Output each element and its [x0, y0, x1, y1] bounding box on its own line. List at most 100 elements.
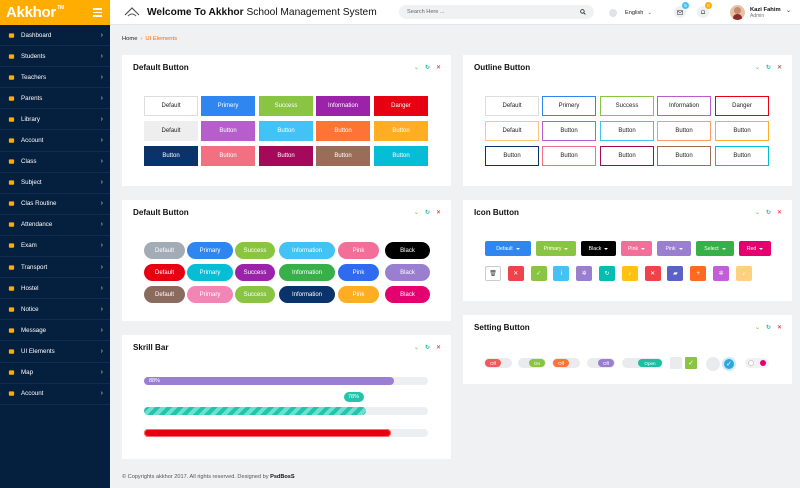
sidebar-item-attendance[interactable]: Attendance ›: [0, 215, 110, 236]
refresh-icon[interactable]: ↻: [765, 65, 771, 71]
user-menu[interactable]: Kazi Fahim Admin ⌄: [730, 0, 791, 25]
toggle-switch[interactable]: Open: [622, 358, 663, 368]
default-button[interactable]: Primery: [201, 96, 255, 116]
sidebar-item-account[interactable]: Account ›: [0, 130, 110, 152]
bell-icon-button[interactable]: ♪: [735, 266, 752, 281]
pill-button[interactable]: Success: [235, 242, 275, 259]
toggle-switch[interactable]: Off: [484, 358, 512, 368]
brand-logo[interactable]: Akkhor TM: [6, 4, 64, 21]
info-icon-button[interactable]: i: [553, 266, 570, 281]
default-button[interactable]: Button: [259, 146, 313, 166]
refresh-icon[interactable]: ↻: [424, 345, 430, 351]
pill-button[interactable]: Default: [144, 286, 185, 303]
collapse-icon[interactable]: ⌄: [754, 210, 760, 216]
pill-button[interactable]: Primary: [187, 286, 233, 303]
pill-button[interactable]: Pink: [338, 264, 379, 281]
avatar[interactable]: [730, 5, 745, 20]
close-icon-button[interactable]: ✕: [644, 266, 661, 281]
pill-button[interactable]: Black: [385, 264, 430, 281]
default-button[interactable]: Button: [144, 146, 198, 166]
default-button[interactable]: Default: [144, 96, 198, 116]
sidebar-item-library[interactable]: Library ›: [0, 109, 110, 131]
default-button[interactable]: Button: [374, 146, 428, 166]
check-icon-button[interactable]: ✓: [530, 266, 547, 281]
pill-button[interactable]: Success: [235, 286, 275, 303]
outline-button[interactable]: Button: [600, 121, 654, 141]
language-select[interactable]: English ⌄: [609, 0, 652, 25]
dropdown-button[interactable]: Primary: [536, 241, 576, 256]
pill-button[interactable]: Black: [385, 286, 430, 303]
checkbox-checked[interactable]: ✓: [685, 357, 697, 369]
dropdown-button[interactable]: Select: [696, 241, 734, 256]
sidebar-item-parents[interactable]: Parents ›: [0, 88, 110, 110]
bell-icon-button[interactable]: ♪: [621, 266, 638, 281]
outline-button[interactable]: Information: [657, 96, 711, 116]
pill-button[interactable]: Default: [144, 242, 185, 259]
search-icon[interactable]: [580, 9, 586, 15]
close-icon[interactable]: ✕: [776, 65, 782, 71]
pill-button[interactable]: Pink: [338, 242, 379, 259]
designer-link[interactable]: PsdBosS: [270, 474, 295, 480]
close-icon[interactable]: ✕: [776, 325, 782, 331]
sidebar-item-hostel[interactable]: Hostel ›: [0, 278, 110, 300]
dropdown-button[interactable]: Default: [485, 241, 531, 256]
collapse-icon[interactable]: ⌄: [413, 65, 419, 71]
toggle-switch[interactable]: Off: [552, 358, 580, 368]
default-button[interactable]: Information: [316, 96, 370, 116]
notification-button[interactable]: 8: [697, 2, 712, 18]
outline-button[interactable]: Success: [600, 96, 654, 116]
refresh-icon[interactable]: ↻: [765, 210, 771, 216]
refresh-icon[interactable]: ↻: [424, 210, 430, 216]
outline-button[interactable]: Button: [715, 121, 769, 141]
outline-button[interactable]: Danger: [715, 96, 769, 116]
default-button[interactable]: Button: [316, 146, 370, 166]
outline-button[interactable]: Default: [485, 121, 539, 141]
pill-button[interactable]: Information: [279, 242, 335, 259]
toggle-switch[interactable]: On: [518, 358, 546, 368]
default-button[interactable]: Button: [201, 121, 255, 141]
menu-toggle-icon[interactable]: [93, 8, 102, 17]
mail-button[interactable]: 5: [674, 2, 689, 18]
outline-button[interactable]: Button: [485, 146, 539, 166]
default-button[interactable]: Button: [201, 146, 255, 166]
sidebar-item-class[interactable]: Class ›: [0, 152, 110, 173]
outline-button[interactable]: Button: [542, 121, 596, 141]
default-button[interactable]: Button: [374, 121, 428, 141]
pill-button[interactable]: Black: [385, 242, 430, 259]
gear-icon-button[interactable]: ✲: [713, 266, 729, 281]
sidebar-item-transport[interactable]: Transport ›: [0, 257, 110, 279]
sidebar-item-ui-elements[interactable]: UI Elements ›: [0, 341, 110, 363]
pill-button[interactable]: Information: [279, 286, 335, 303]
pill-button[interactable]: Pink: [338, 286, 379, 303]
collapse-icon[interactable]: ⌄: [413, 210, 419, 216]
search-input[interactable]: Search Here ...: [399, 5, 594, 19]
dropdown-button[interactable]: Black: [581, 241, 616, 256]
sidebar-item-account[interactable]: Account ›: [0, 384, 110, 405]
outline-button[interactable]: Button: [542, 146, 596, 166]
folder-icon-button[interactable]: ▰: [667, 266, 684, 281]
pill-button[interactable]: Success: [235, 264, 275, 281]
sidebar-item-map[interactable]: Map ›: [0, 363, 110, 384]
outline-button[interactable]: Button: [657, 146, 711, 166]
collapse-icon[interactable]: ⌄: [754, 325, 760, 331]
default-button[interactable]: Button: [259, 121, 313, 141]
pill-button[interactable]: Default: [144, 264, 185, 281]
toggle-switch[interactable]: Off: [587, 358, 615, 368]
sidebar-item-teachers[interactable]: Teachers ›: [0, 67, 110, 89]
checkbox-unchecked[interactable]: [670, 357, 682, 369]
sidebar-item-clas-routine[interactable]: Clas Routine ›: [0, 194, 110, 215]
gear-icon-button[interactable]: ✲: [576, 266, 593, 281]
sidebar-item-subject[interactable]: Subject ›: [0, 173, 110, 194]
outline-button[interactable]: Primery: [542, 96, 596, 116]
breadcrumb-home-link[interactable]: Home: [122, 36, 138, 42]
close-icon[interactable]: ✕: [435, 210, 441, 216]
trash-icon-button[interactable]: 🗑: [485, 266, 501, 281]
default-button[interactable]: Success: [259, 96, 313, 116]
close-icon[interactable]: ✕: [435, 345, 441, 351]
collapse-icon[interactable]: ⌄: [413, 345, 419, 351]
close-icon-button[interactable]: ✕: [507, 266, 524, 281]
outline-button[interactable]: Button: [715, 146, 769, 166]
default-button[interactable]: Button: [316, 121, 370, 141]
sidebar-item-dashboard[interactable]: Dashboard ›: [0, 25, 110, 47]
refresh-icon[interactable]: ↻: [424, 65, 430, 71]
